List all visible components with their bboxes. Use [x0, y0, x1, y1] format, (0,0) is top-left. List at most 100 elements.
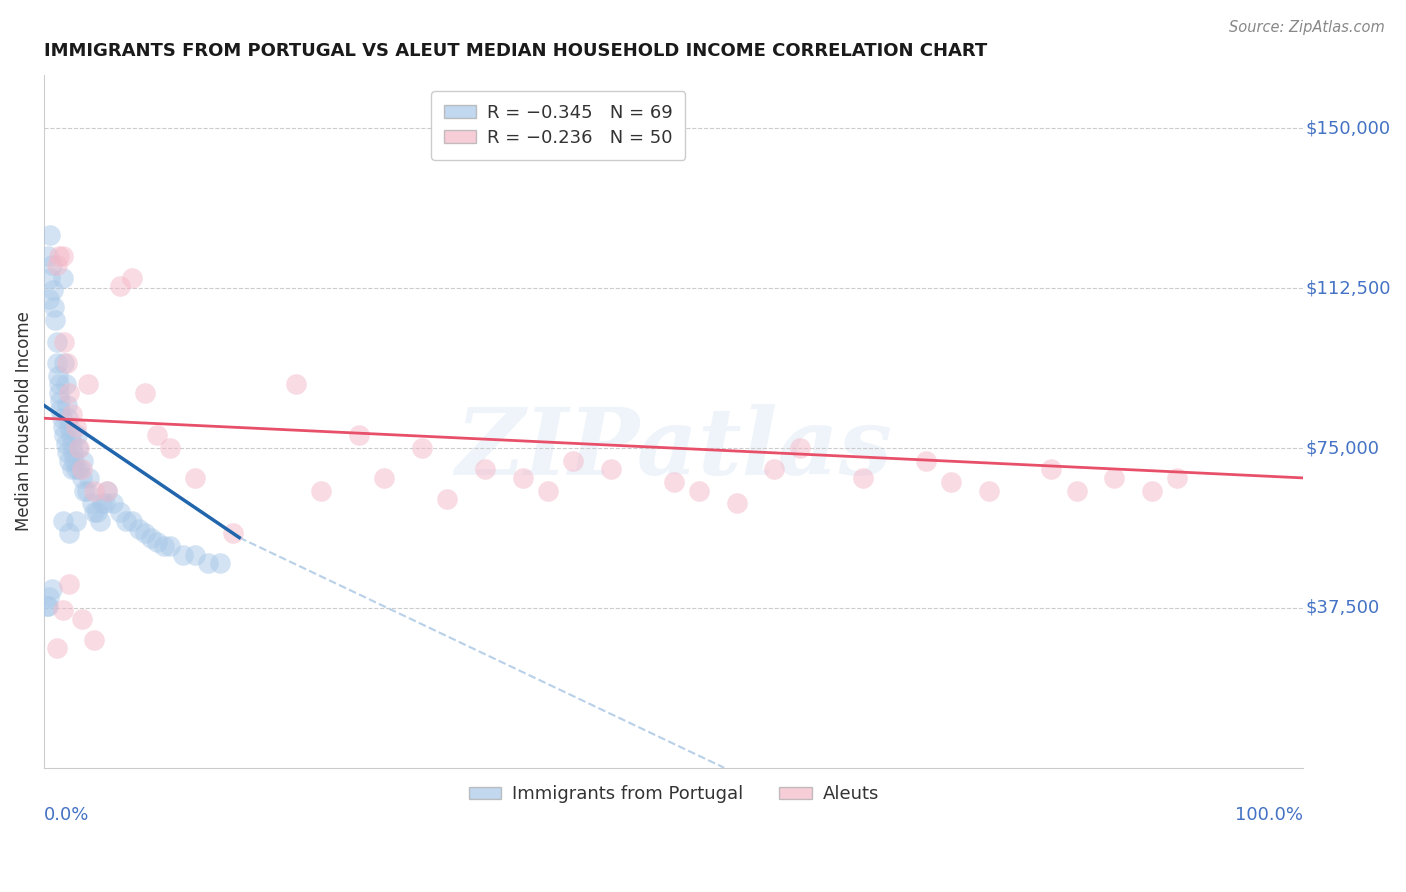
Point [60, 437, 83, 451]
Point [83, 632, 105, 647]
Point [537, 483, 560, 498]
Point [562, 454, 585, 468]
Point [347, 428, 370, 442]
Point [152, 539, 174, 553]
Point [67, 462, 90, 476]
Point [725, 496, 748, 510]
Text: Source: ZipAtlas.com: Source: ZipAtlas.com [1229, 20, 1385, 35]
Point [789, 441, 811, 455]
Text: IMMIGRANTS FROM PORTUGAL VS ALEUT MEDIAN HOUSEHOLD INCOME CORRELATION CHART: IMMIGRANTS FROM PORTUGAL VS ALEUT MEDIAN… [44, 42, 987, 60]
Point [70, 462, 93, 476]
Point [83, 483, 105, 498]
Point [52, 603, 75, 617]
Point [48, 249, 70, 263]
Point [914, 454, 936, 468]
Point [284, 377, 307, 392]
Point [51, 411, 73, 425]
Point [58, 577, 80, 591]
Point [474, 462, 496, 476]
Point [63, 454, 86, 468]
Point [72, 454, 94, 468]
Point [83, 505, 105, 519]
Point [436, 492, 458, 507]
Point [35, 599, 58, 613]
Point [222, 526, 245, 541]
Point [197, 556, 219, 570]
Point [763, 462, 786, 476]
Point [67, 441, 90, 455]
Point [60, 462, 83, 476]
Text: $112,500: $112,500 [1306, 279, 1392, 297]
Point [115, 514, 138, 528]
Point [77, 377, 100, 392]
Point [44, 301, 66, 315]
Point [67, 441, 90, 455]
Point [65, 462, 87, 476]
Point [184, 471, 207, 485]
Point [55, 399, 77, 413]
Point [45, 258, 67, 272]
Point [55, 437, 77, 451]
Point [49, 402, 72, 417]
Point [599, 462, 621, 476]
Text: $150,000: $150,000 [1306, 120, 1391, 137]
Y-axis label: Median Household Income: Median Household Income [15, 311, 32, 532]
Point [58, 385, 80, 400]
Point [96, 483, 118, 498]
Point [60, 407, 83, 421]
Point [939, 475, 962, 490]
Text: $75,000: $75,000 [1306, 439, 1379, 457]
Point [52, 514, 75, 528]
Point [1040, 462, 1063, 476]
Point [70, 471, 93, 485]
Legend: Immigrants from Portugal, Aleuts: Immigrants from Portugal, Aleuts [461, 778, 886, 811]
Point [45, 356, 67, 370]
Point [1066, 483, 1088, 498]
Point [852, 471, 875, 485]
Point [38, 591, 60, 605]
Point [76, 483, 98, 498]
Point [89, 514, 111, 528]
Point [159, 441, 181, 455]
Point [45, 334, 67, 349]
Point [1104, 471, 1126, 485]
Point [121, 514, 143, 528]
Point [373, 471, 395, 485]
Point [146, 428, 169, 442]
Point [55, 377, 77, 392]
Point [1166, 471, 1188, 485]
Point [65, 419, 87, 434]
Point [58, 419, 80, 434]
Point [55, 356, 77, 370]
Point [37, 249, 59, 263]
Point [38, 292, 60, 306]
Text: ZIPatlas: ZIPatlas [456, 404, 893, 494]
Point [96, 483, 118, 498]
Point [59, 428, 82, 442]
Point [108, 279, 131, 293]
Point [79, 471, 101, 485]
Point [39, 270, 62, 285]
Point [146, 534, 169, 549]
Point [58, 526, 80, 541]
Point [39, 227, 62, 242]
Point [662, 475, 685, 490]
Point [58, 454, 80, 468]
Point [62, 445, 84, 459]
Point [93, 496, 115, 510]
Point [49, 394, 72, 409]
Point [66, 428, 89, 442]
Point [45, 641, 67, 656]
Text: $37,500: $37,500 [1306, 599, 1381, 617]
Point [46, 368, 69, 383]
Point [977, 483, 1000, 498]
Point [134, 526, 156, 541]
Point [108, 505, 131, 519]
Point [52, 419, 75, 434]
Point [184, 548, 207, 562]
Point [52, 249, 75, 263]
Point [65, 514, 87, 528]
Point [128, 522, 150, 536]
Text: 100.0%: 100.0% [1236, 805, 1303, 824]
Point [86, 505, 108, 519]
